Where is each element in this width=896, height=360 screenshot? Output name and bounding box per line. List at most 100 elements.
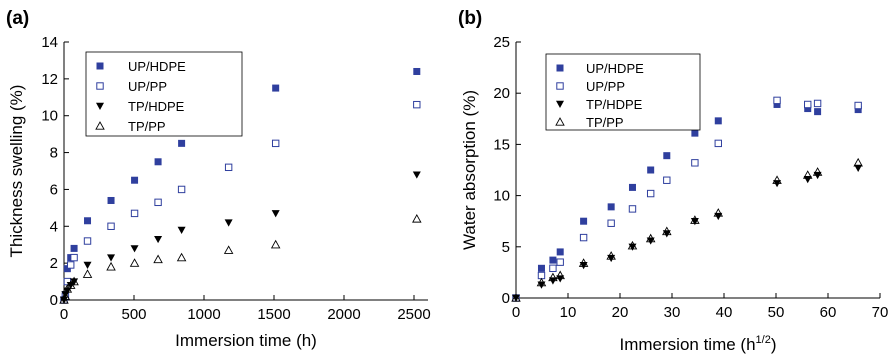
data-point	[70, 244, 78, 252]
data-point	[271, 210, 280, 218]
data-point	[854, 101, 862, 110]
data-point	[537, 264, 545, 272]
panel-a-x-tick-label: 500	[121, 306, 146, 323]
panel-a-y-axis-title: Thickness swelling (%)	[7, 85, 26, 258]
data-point	[413, 67, 421, 75]
data-point	[555, 270, 565, 280]
panel-a-y-tick-label: 2	[50, 255, 58, 272]
panel-a-x-tick-label: 2000	[327, 306, 360, 323]
data-point	[628, 205, 637, 213]
data-point	[224, 219, 233, 227]
data-point	[578, 258, 589, 267]
data-point	[131, 176, 139, 184]
data-point	[67, 261, 75, 269]
panel-a: (a) 0 500 1000 1500 2000 2500 0 2 4 6 8 10 12 14 Imm…	[6, 8, 431, 350]
panel-a-x-tick-label: 1000	[187, 306, 220, 323]
legend-marker-up-hdpe	[556, 64, 564, 72]
data-point	[176, 252, 187, 262]
panel-a-y-tick-label: 14	[41, 34, 58, 51]
data-point	[107, 196, 115, 204]
data-point	[272, 84, 280, 92]
panel-a-legend: UP/HDPE UP/PP TP/HDPE TP/PP	[85, 51, 243, 137]
legend-marker-tp-hdpe	[96, 102, 104, 110]
data-point	[854, 164, 863, 172]
data-point	[647, 166, 655, 174]
data-point	[511, 293, 521, 302]
data-point	[548, 272, 558, 282]
data-point	[549, 264, 557, 273]
legend-marker-tp-hdpe	[556, 100, 564, 108]
data-point	[537, 281, 546, 289]
data-point	[662, 226, 672, 236]
panel-a-y-tick-label: 0	[50, 292, 58, 309]
data-point	[106, 261, 116, 271]
data-point	[69, 276, 79, 286]
data-point	[70, 278, 79, 286]
panel-b-y-tick-label: 10	[493, 188, 510, 205]
panel-a-label: (a)	[6, 8, 29, 29]
data-point	[804, 100, 812, 109]
data-point	[512, 294, 520, 302]
panel-a-y-ticks: 0 2 4 6 8 10 12 14	[41, 34, 69, 309]
data-point	[691, 159, 699, 167]
panel-a-legend-box	[85, 51, 243, 137]
data-point	[579, 262, 588, 270]
data-point	[83, 237, 92, 245]
data-point	[690, 215, 700, 224]
panel-a-x-tick-label: 0	[60, 306, 68, 323]
panel-a-y-tick-label: 8	[50, 145, 58, 162]
data-point	[60, 291, 71, 300]
data-point	[154, 158, 162, 166]
data-point	[154, 235, 163, 244]
data-point	[413, 100, 421, 109]
panel-a-y-tick-label: 6	[50, 181, 58, 198]
panel-b-x-tick-label: 0	[512, 304, 520, 321]
legend-label-tp-pp: TP/PP	[586, 115, 624, 130]
panel-a-x-ticks: 0 500 1000 1500 2000 2500	[60, 295, 431, 323]
panel-b-x-tick-label: 40	[716, 304, 733, 321]
panel-b-x-axis-title-main: Immersion time (h	[620, 335, 756, 354]
data-point	[580, 217, 588, 225]
panel-b-y-ticks: 0 5 10 15 20 25	[493, 34, 521, 307]
data-point	[607, 254, 616, 263]
data-point	[773, 96, 781, 105]
data-point	[663, 176, 671, 184]
legend-marker-up-pp	[96, 82, 104, 90]
panel-b: (b) 0 10 20 30 40 50 60 70 0 5 10 15 20 25 Immersion…	[458, 8, 888, 354]
data-point	[773, 100, 781, 108]
data-point	[153, 254, 163, 264]
panel-b-y-tick-label: 25	[493, 34, 510, 51]
data-point	[107, 254, 116, 262]
data-point	[853, 157, 863, 167]
data-point	[813, 99, 822, 108]
legend-marker-up-hdpe	[96, 62, 104, 70]
data-point	[772, 175, 782, 184]
data-point	[556, 258, 564, 266]
data-point	[83, 261, 92, 269]
panel-b-x-ticks: 0 10 20 30 40 50 60 70	[512, 293, 889, 321]
data-point	[549, 256, 557, 264]
panel-b-x-tick-label: 60	[820, 304, 837, 321]
data-point	[130, 209, 139, 218]
data-point	[606, 251, 616, 260]
data-point	[713, 208, 724, 217]
panel-b-x-axis-title-sup: 1/2	[756, 334, 771, 346]
data-point	[662, 230, 671, 238]
data-point	[646, 237, 655, 245]
panel-b-legend: UP/HDPE UP/PP TP/HDPE TP/PP	[545, 53, 701, 131]
legend-label-up-pp: UP/PP	[586, 79, 625, 94]
panel-b-x-axis-title: Immersion time (h1/2)	[620, 334, 777, 354]
data-point	[802, 170, 813, 179]
data-point	[607, 219, 615, 227]
panel-a-x-axis-title: Immersion time (h)	[175, 331, 317, 350]
panel-b-x-tick-label: 70	[872, 304, 889, 321]
panel-b-series-tp-pp	[511, 157, 863, 302]
data-point	[645, 233, 656, 243]
data-point	[70, 253, 78, 262]
data-point	[627, 240, 638, 250]
legend-marker-tp-pp	[555, 117, 565, 126]
data-point	[66, 282, 75, 290]
panel-b-x-axis-title-end: )	[771, 335, 777, 354]
data-point	[177, 185, 186, 194]
